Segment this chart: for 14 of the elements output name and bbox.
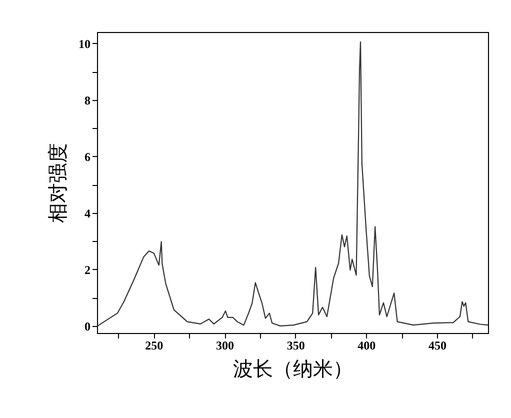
x-axis-title: 波长（纳米）	[233, 356, 353, 380]
y-tick-label: 0	[84, 319, 90, 334]
y-tick-label: 6	[84, 150, 90, 164]
y-tick-label: 4	[84, 206, 90, 220]
x-tick-label: 350	[286, 338, 305, 352]
y-tick-label: 2	[84, 262, 90, 277]
y-tick-label: 8	[84, 93, 90, 108]
x-tick-label: 450	[428, 338, 446, 352]
line-series	[97, 41, 489, 326]
x-tick-label: 400	[358, 338, 376, 352]
y-tick-label: 10	[78, 36, 90, 51]
y-axis-title: 相对强度	[46, 143, 70, 223]
x-tick-label: 300	[216, 338, 234, 352]
x-tick-label: 250	[145, 338, 164, 352]
